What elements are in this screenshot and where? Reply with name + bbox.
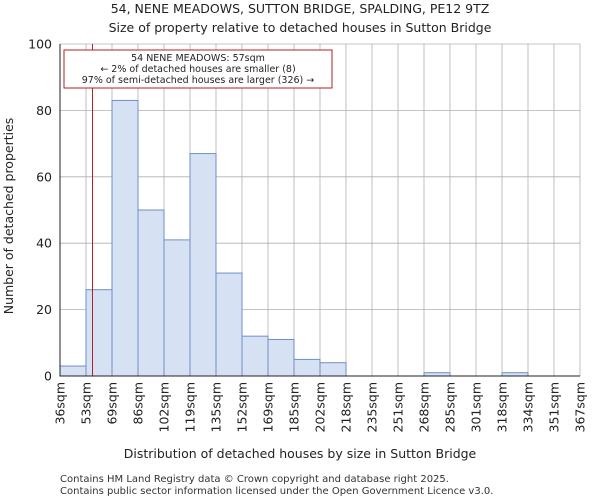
x-axis-label: Distribution of detached houses by size … xyxy=(124,446,477,461)
x-tick-119sqm: 119sqm xyxy=(183,382,198,432)
x-tick-367sqm: 367sqm xyxy=(573,382,588,432)
y-tick-20: 20 xyxy=(36,302,52,317)
x-tick-135sqm: 135sqm xyxy=(209,382,224,432)
x-tick-318sqm: 318sqm xyxy=(495,382,510,432)
x-tick-334sqm: 334sqm xyxy=(521,382,536,432)
y-tick-80: 80 xyxy=(36,103,52,118)
x-tick-235sqm: 235sqm xyxy=(365,382,380,432)
annotation-box xyxy=(63,49,333,89)
x-tick-labels: 36sqm 53sqm 69sqm 86sqm 102sqm 119sqm 135sqm 15… xyxy=(53,382,588,432)
y-tick-100: 100 xyxy=(28,37,52,52)
x-tick-301sqm: 301sqm xyxy=(469,382,484,432)
footer-line1: Contains HM Land Registry data © Crown c… xyxy=(60,474,449,485)
bar-102sqm xyxy=(163,239,191,377)
y-tick-40: 40 xyxy=(36,236,52,251)
x-tick-202sqm: 202sqm xyxy=(313,382,328,432)
y-axis-label: Number of detached properties xyxy=(1,118,16,315)
bar-119sqm xyxy=(189,153,217,377)
x-tick-351sqm: 351sqm xyxy=(547,382,562,432)
x-tick-268sqm: 268sqm xyxy=(417,382,432,432)
bar-169sqm xyxy=(267,338,295,377)
x-tick-86sqm: 86sqm xyxy=(131,382,146,425)
annotation-line2: ← 2% of detached houses are smaller (8) xyxy=(100,64,295,75)
x-tick-69sqm: 69sqm xyxy=(105,382,120,425)
axes-frame xyxy=(59,44,580,377)
x-tick-53sqm: 53sqm xyxy=(79,382,94,425)
x-tick-102sqm: 102sqm xyxy=(157,382,172,432)
footer-line2: Contains public sector information licen… xyxy=(60,486,493,497)
chart-title-line1: 54, NENE MEADOWS, SUTTON BRIDGE, SPALDIN… xyxy=(111,1,490,16)
annotation-line1: 54 NENE MEADOWS: 57sqm xyxy=(131,53,265,64)
bar-152sqm xyxy=(241,335,269,377)
x-tick-36sqm: 36sqm xyxy=(53,382,68,425)
bar-135sqm xyxy=(215,272,243,377)
x-tick-285sqm: 285sqm xyxy=(443,382,458,432)
x-tick-185sqm: 185sqm xyxy=(287,382,302,432)
x-tick-218sqm: 218sqm xyxy=(339,382,354,432)
bar-86sqm xyxy=(137,209,165,377)
bar-185sqm xyxy=(293,358,321,377)
y-tick-60: 60 xyxy=(36,169,52,184)
bars xyxy=(59,99,529,377)
y-tick-labels: 0 20 40 60 80 100 xyxy=(28,37,52,384)
annotation: 54 NENE MEADOWS: 57sqm ← 2% of detached … xyxy=(63,49,333,89)
chart-title-line2: Size of property relative to detached ho… xyxy=(109,20,492,35)
bar-53sqm xyxy=(85,289,113,377)
y-tick-0: 0 xyxy=(44,369,52,384)
x-tick-152sqm: 152sqm xyxy=(235,382,250,432)
bar-36sqm xyxy=(59,365,87,377)
bar-69sqm xyxy=(111,99,139,377)
x-tick-169sqm: 169sqm xyxy=(261,382,276,432)
x-tick-251sqm: 251sqm xyxy=(391,382,406,432)
annotation-line3: 97% of semi-detached houses are larger (… xyxy=(82,75,315,86)
bar-202sqm xyxy=(319,362,347,377)
